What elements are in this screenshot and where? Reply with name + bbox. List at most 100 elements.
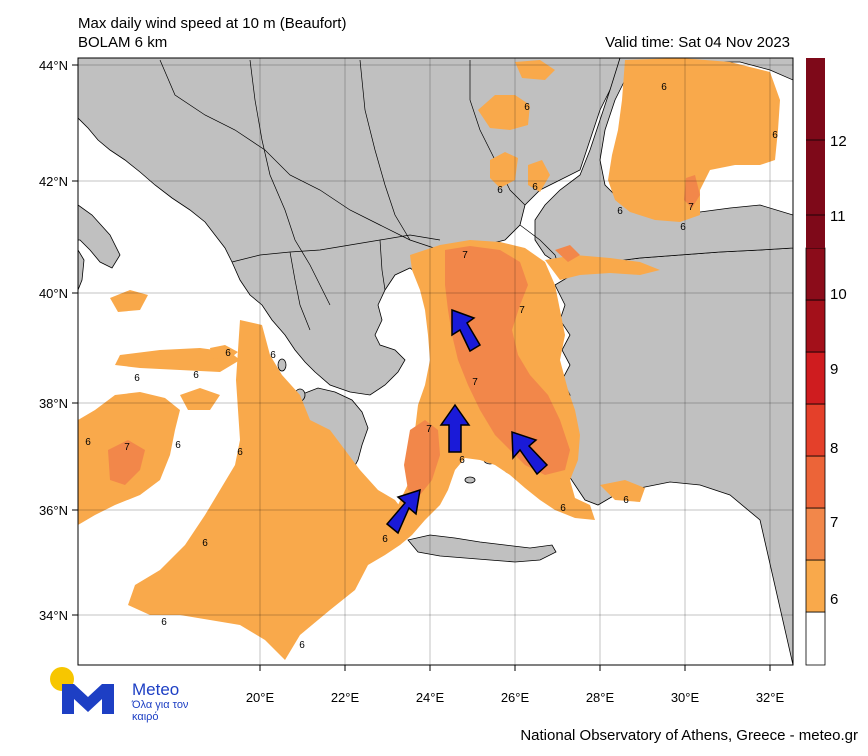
- country-borders: [159, 59, 561, 331]
- lon-label: 26°E: [501, 690, 530, 705]
- contour-label: 7: [472, 377, 478, 388]
- map-title: Max daily wind speed at 10 m (Beaufort): [78, 15, 347, 32]
- contour-label: 7: [426, 424, 432, 435]
- colorbar-bin-9: [805, 403, 826, 457]
- bft6-dodec: [600, 480, 645, 502]
- lon-label: 22°E: [331, 690, 360, 705]
- footer-credit: National Observatory of Athens, Greece -…: [520, 727, 858, 744]
- model-subtitle: BOLAM 6 km: [78, 34, 168, 51]
- bft6-ionian-main: [128, 320, 410, 660]
- bft6-blob-1: [110, 290, 148, 312]
- colorbar-labels: 12 11 10 9 8 7 6: [830, 133, 847, 608]
- bft6-strip-1: [115, 348, 240, 372]
- colorbar-bin-top: [806, 58, 825, 248]
- contour-label: 6: [680, 222, 686, 233]
- contour-label: 6: [617, 206, 623, 217]
- land-italy-south: [78, 249, 85, 291]
- bft6-north-1: [478, 95, 530, 130]
- contour-label: 6: [175, 440, 181, 451]
- colorbar-bin-below-6: [805, 611, 826, 666]
- colorbar-bin-6: [805, 559, 826, 613]
- lat-label: 44°N: [39, 58, 68, 73]
- bft6-blob-3: [210, 345, 238, 360]
- colorbar-label: 6: [830, 591, 838, 608]
- contour-label: 6: [85, 437, 91, 448]
- lat-label: 40°N: [39, 286, 68, 301]
- contour-labels: 6 6 6 6 6 6 6 6 6 6 6 6 6 6 6 6 6 6 6 6 …: [85, 82, 778, 651]
- colorbar: [805, 58, 826, 666]
- contour-label: 6: [382, 534, 388, 545]
- lat-labels: 44°N 42°N 40°N 38°N 36°N 34°N: [39, 58, 68, 623]
- land-island-kefalonia: [277, 358, 287, 372]
- logo-wordmark: Meteo: [132, 680, 180, 699]
- bft7-ionian: [108, 440, 145, 485]
- colorbar-label: 9: [830, 361, 838, 378]
- lon-label: 24°E: [416, 690, 445, 705]
- contour-label: 6: [459, 455, 465, 466]
- land-italy: [78, 204, 121, 269]
- contour-label: 7: [462, 250, 468, 261]
- bft6-blob-2: [180, 388, 220, 410]
- contour-label: 6: [270, 350, 276, 361]
- lon-label: 28°E: [586, 690, 615, 705]
- bft7-aegean-north: [445, 246, 570, 475]
- contour-label: 6: [225, 348, 231, 359]
- colorbar-label: 12: [830, 133, 847, 150]
- contour-label: 6: [661, 82, 667, 93]
- logo-m-icon: [62, 684, 114, 714]
- lon-label: 30°E: [671, 690, 700, 705]
- lat-label: 38°N: [39, 396, 68, 411]
- bft7-thrace: [555, 245, 580, 262]
- lon-label: 32°E: [756, 690, 785, 705]
- colorbar-bin-11: [805, 299, 826, 353]
- land-crete: [407, 534, 557, 563]
- contour-label: 6: [497, 185, 503, 196]
- colorbar-bin-8: [805, 455, 826, 509]
- meteo-logo: [50, 667, 114, 714]
- arrow-dodecanese: [511, 430, 549, 476]
- contour-label: 6: [161, 617, 167, 628]
- contour-label: 7: [519, 305, 525, 316]
- contour-label: 6: [623, 495, 629, 506]
- contour-label: 6: [772, 130, 778, 141]
- land-balkans: [78, 58, 621, 396]
- bft7-blacksea: [684, 175, 700, 208]
- lat-label: 34°N: [39, 608, 68, 623]
- land-island-4: [464, 476, 476, 484]
- contour-label: 7: [124, 442, 130, 453]
- wind-arrows: [385, 308, 549, 535]
- contour-label: 6: [193, 370, 199, 381]
- lat-label: 42°N: [39, 174, 68, 189]
- contour-label: 6: [299, 640, 305, 651]
- contour-label: 6: [560, 503, 566, 514]
- bft6-north-3: [528, 160, 550, 192]
- lon-ticks: [259, 665, 771, 671]
- bft7-aegean-south: [404, 420, 440, 495]
- bft6-thrace-strip: [545, 255, 660, 280]
- contour-label: 6: [532, 182, 538, 193]
- graticule: [78, 58, 793, 665]
- colorbar-label: 7: [830, 514, 838, 531]
- colorbar-separators: [806, 139, 825, 216]
- lat-label: 36°N: [39, 503, 68, 518]
- lat-ticks: [72, 64, 78, 616]
- arrow-north-aegean: [451, 308, 482, 353]
- colorbar-label: 8: [830, 440, 838, 457]
- logo-tagline: Όλα για τον καιρό: [132, 699, 189, 723]
- arrow-central-aegean: [439, 403, 471, 453]
- bft7-layer: [108, 175, 700, 495]
- colorbar-label: 10: [830, 286, 847, 303]
- colorbar-bin-10: [805, 351, 826, 405]
- contour-label: 6: [237, 447, 243, 458]
- colorbar-label: 11: [830, 208, 846, 225]
- lon-label: 20°E: [246, 690, 275, 705]
- colorbar-bin-12: [805, 247, 826, 301]
- contour-label: 6: [134, 373, 140, 384]
- arrow-cretan-sea: [385, 488, 421, 535]
- map-frame: [77, 57, 794, 666]
- contour-label: 6: [202, 538, 208, 549]
- lon-labels: 20°E 22°E 24°E 26°E 28°E 30°E 32°E: [246, 690, 785, 705]
- bft6-north-2: [490, 152, 518, 188]
- contour-label: 7: [688, 202, 694, 213]
